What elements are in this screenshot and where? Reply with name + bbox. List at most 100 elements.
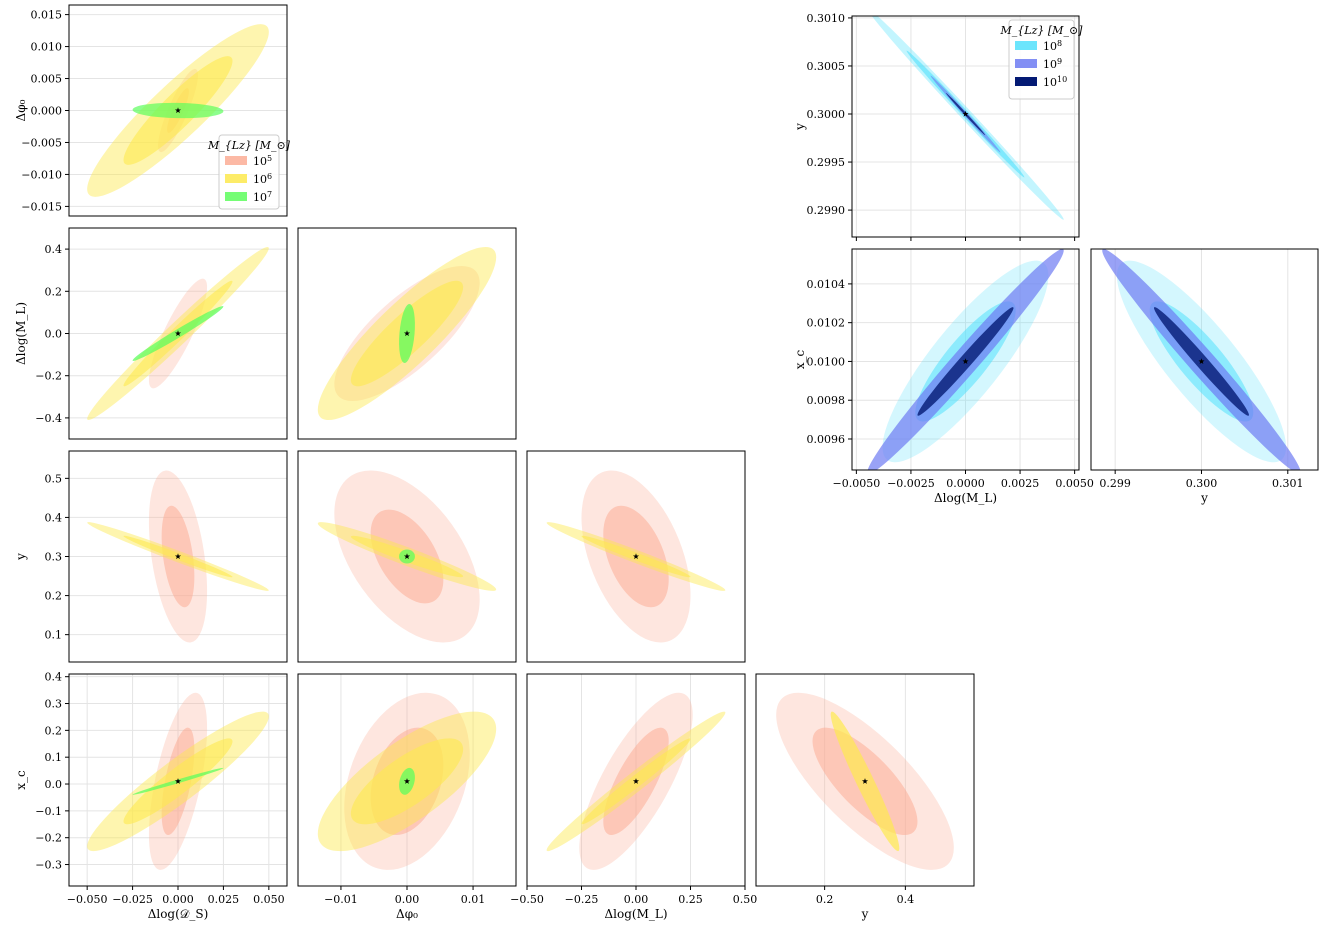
y-tick-label: 0.3005	[807, 60, 846, 73]
panel-L22	[526, 450, 746, 663]
legend-entry-label: 109	[1043, 57, 1062, 71]
y-tick-label: 0.0102	[807, 317, 846, 330]
y-tick-label: −0.005	[21, 136, 62, 149]
legend-entry-label: 105	[253, 154, 272, 168]
legend-entry-label: 108	[1043, 39, 1062, 53]
y-tick-label: 0.1	[45, 751, 63, 764]
truth-star-marker	[174, 778, 182, 784]
legend-entry-label: 106	[253, 172, 272, 186]
legend-swatch-m1e6	[225, 174, 247, 183]
panel-R10: −0.0050 −0.0025 0.0000 0.0025 0.0050 0.0104 0.…	[793, 248, 1094, 505]
truth-star-marker	[1198, 358, 1205, 365]
legend-swatch-m1e9	[1015, 59, 1037, 68]
x-tick-label: 0.0050	[1055, 477, 1094, 490]
panel-L33: 0.2 0.4 y	[755, 673, 975, 921]
y-tick-label: 0.4	[45, 243, 63, 256]
x-tick-label: 0.050	[253, 893, 285, 906]
x-tick-label: 0.301	[1272, 477, 1304, 490]
y-tick-label: 0.4	[45, 511, 63, 524]
legend-right: M_{Lz} [M_⊙] 108 109 1010	[1000, 19, 1084, 100]
y-tick-label: 0.005	[31, 73, 63, 86]
truth-star-marker	[403, 778, 411, 784]
legend-swatch-m1e8	[1015, 41, 1037, 50]
x-axis-label: y	[861, 907, 869, 921]
x-tick-label: 0.300	[1186, 477, 1218, 490]
x-tick-label: 0.00	[624, 893, 649, 906]
truth-star-marker	[174, 330, 182, 337]
y-tick-label: 0.2	[45, 724, 63, 737]
y-axis-label: Δφ₀	[14, 99, 28, 121]
axes-frame	[526, 450, 746, 663]
panel-L11	[297, 227, 517, 440]
x-tick-label: 0.00	[395, 893, 420, 906]
y-tick-label: 0.3000	[807, 108, 846, 121]
legend-title: M_{Lz} [M_⊙]	[1000, 24, 1084, 37]
truth-star-marker	[962, 110, 969, 117]
truth-star-marker	[403, 330, 411, 337]
panel-L00: 0.015 0.010 0.005 0.000 −0.005 −0.010 −0.015 Δφ…	[14, 4, 288, 217]
x-tick-label: −0.0050	[833, 477, 881, 490]
legend-title: M_{Lz} [M_⊙]	[207, 139, 291, 152]
y-tick-label: −0.3	[35, 859, 62, 872]
y-tick-label: 0.3	[45, 551, 63, 564]
axes-frame	[1090, 248, 1319, 471]
axes-frame	[755, 673, 975, 887]
x-axis-label: Δlog(𝒟_S)	[148, 907, 209, 921]
x-tick-label: −0.0025	[887, 477, 935, 490]
y-axis-label: Δlog(M_L)	[14, 302, 28, 365]
y-tick-label: −0.2	[35, 370, 62, 383]
legend-swatch-m1e5	[225, 156, 247, 165]
y-tick-label: 0.0096	[807, 433, 846, 446]
y-tick-label: 0.2995	[807, 156, 846, 169]
axes-frame	[297, 450, 517, 663]
y-tick-label: 0.0100	[807, 355, 846, 368]
y-tick-label: 0.2990	[807, 204, 846, 217]
x-axis-label: Δlog(M_L)	[604, 907, 667, 921]
y-tick-label: 0.0104	[807, 278, 846, 291]
truth-star-marker	[174, 553, 182, 560]
x-tick-label: 0.2	[816, 893, 834, 906]
y-tick-label: −0.010	[21, 168, 62, 181]
y-tick-label: 0.0098	[807, 394, 846, 407]
x-axis-label: y	[1200, 491, 1208, 505]
x-tick-label: −0.050	[67, 893, 108, 906]
truth-star-marker	[403, 553, 411, 560]
y-tick-label: 0.2	[45, 590, 63, 603]
truth-star-marker	[632, 553, 640, 560]
legend-entry-label: 107	[253, 190, 272, 204]
y-axis-label: y	[793, 123, 807, 131]
x-tick-label: 0.25	[678, 893, 703, 906]
truth-star-marker	[632, 778, 640, 784]
x-tick-label: −0.025	[112, 893, 153, 906]
panel-R00: 0.3010 0.3005 0.3000 0.2995 0.2990 y	[793, 12, 1080, 241]
panel-L10: 0.4 0.2 0.0 −0.2 −0.4 Δlog(M_L)	[14, 227, 288, 440]
truth-star-marker	[861, 778, 869, 784]
x-tick-label: −0.25	[565, 893, 599, 906]
legend-swatch-m1e10	[1015, 77, 1037, 86]
y-tick-label: 0.0	[45, 328, 63, 341]
y-tick-label: 0.0	[45, 778, 63, 791]
x-tick-label: 0.4	[897, 893, 915, 906]
truth-star-marker	[174, 107, 182, 114]
legend-swatch-m1e7	[225, 192, 247, 201]
axes-frame	[297, 227, 517, 440]
y-tick-label: 0.015	[31, 9, 63, 22]
legend-left: M_{Lz} [M_⊙] 105 106 107	[207, 134, 291, 210]
y-tick-label: 0.010	[31, 41, 63, 54]
x-axis-label: Δlog(M_L)	[934, 491, 997, 505]
panel-L21	[297, 450, 517, 663]
panel-L20: 0.5 0.4 0.3 0.2 0.1 y	[14, 450, 288, 663]
panel-L32: −0.50 −0.25 0.00 0.25 0.50 Δlog(M_L)	[510, 673, 757, 921]
y-tick-label: 0.3	[45, 698, 63, 711]
y-tick-label: −0.015	[21, 200, 62, 213]
x-tick-label: 0.01	[461, 893, 486, 906]
x-tick-label: 0.0025	[1001, 477, 1040, 490]
panel-L31: −0.01 0.00 0.01 Δφ₀	[297, 673, 517, 921]
x-tick-label: 0.0000	[946, 477, 985, 490]
legend-box	[218, 134, 280, 210]
x-tick-label: 0.299	[1099, 477, 1131, 490]
legend-entry-label: 1010	[1043, 75, 1067, 89]
y-axis-label: x_c	[14, 770, 28, 790]
y-tick-label: 0.000	[31, 105, 63, 118]
y-axis-label: x_c	[793, 349, 807, 369]
